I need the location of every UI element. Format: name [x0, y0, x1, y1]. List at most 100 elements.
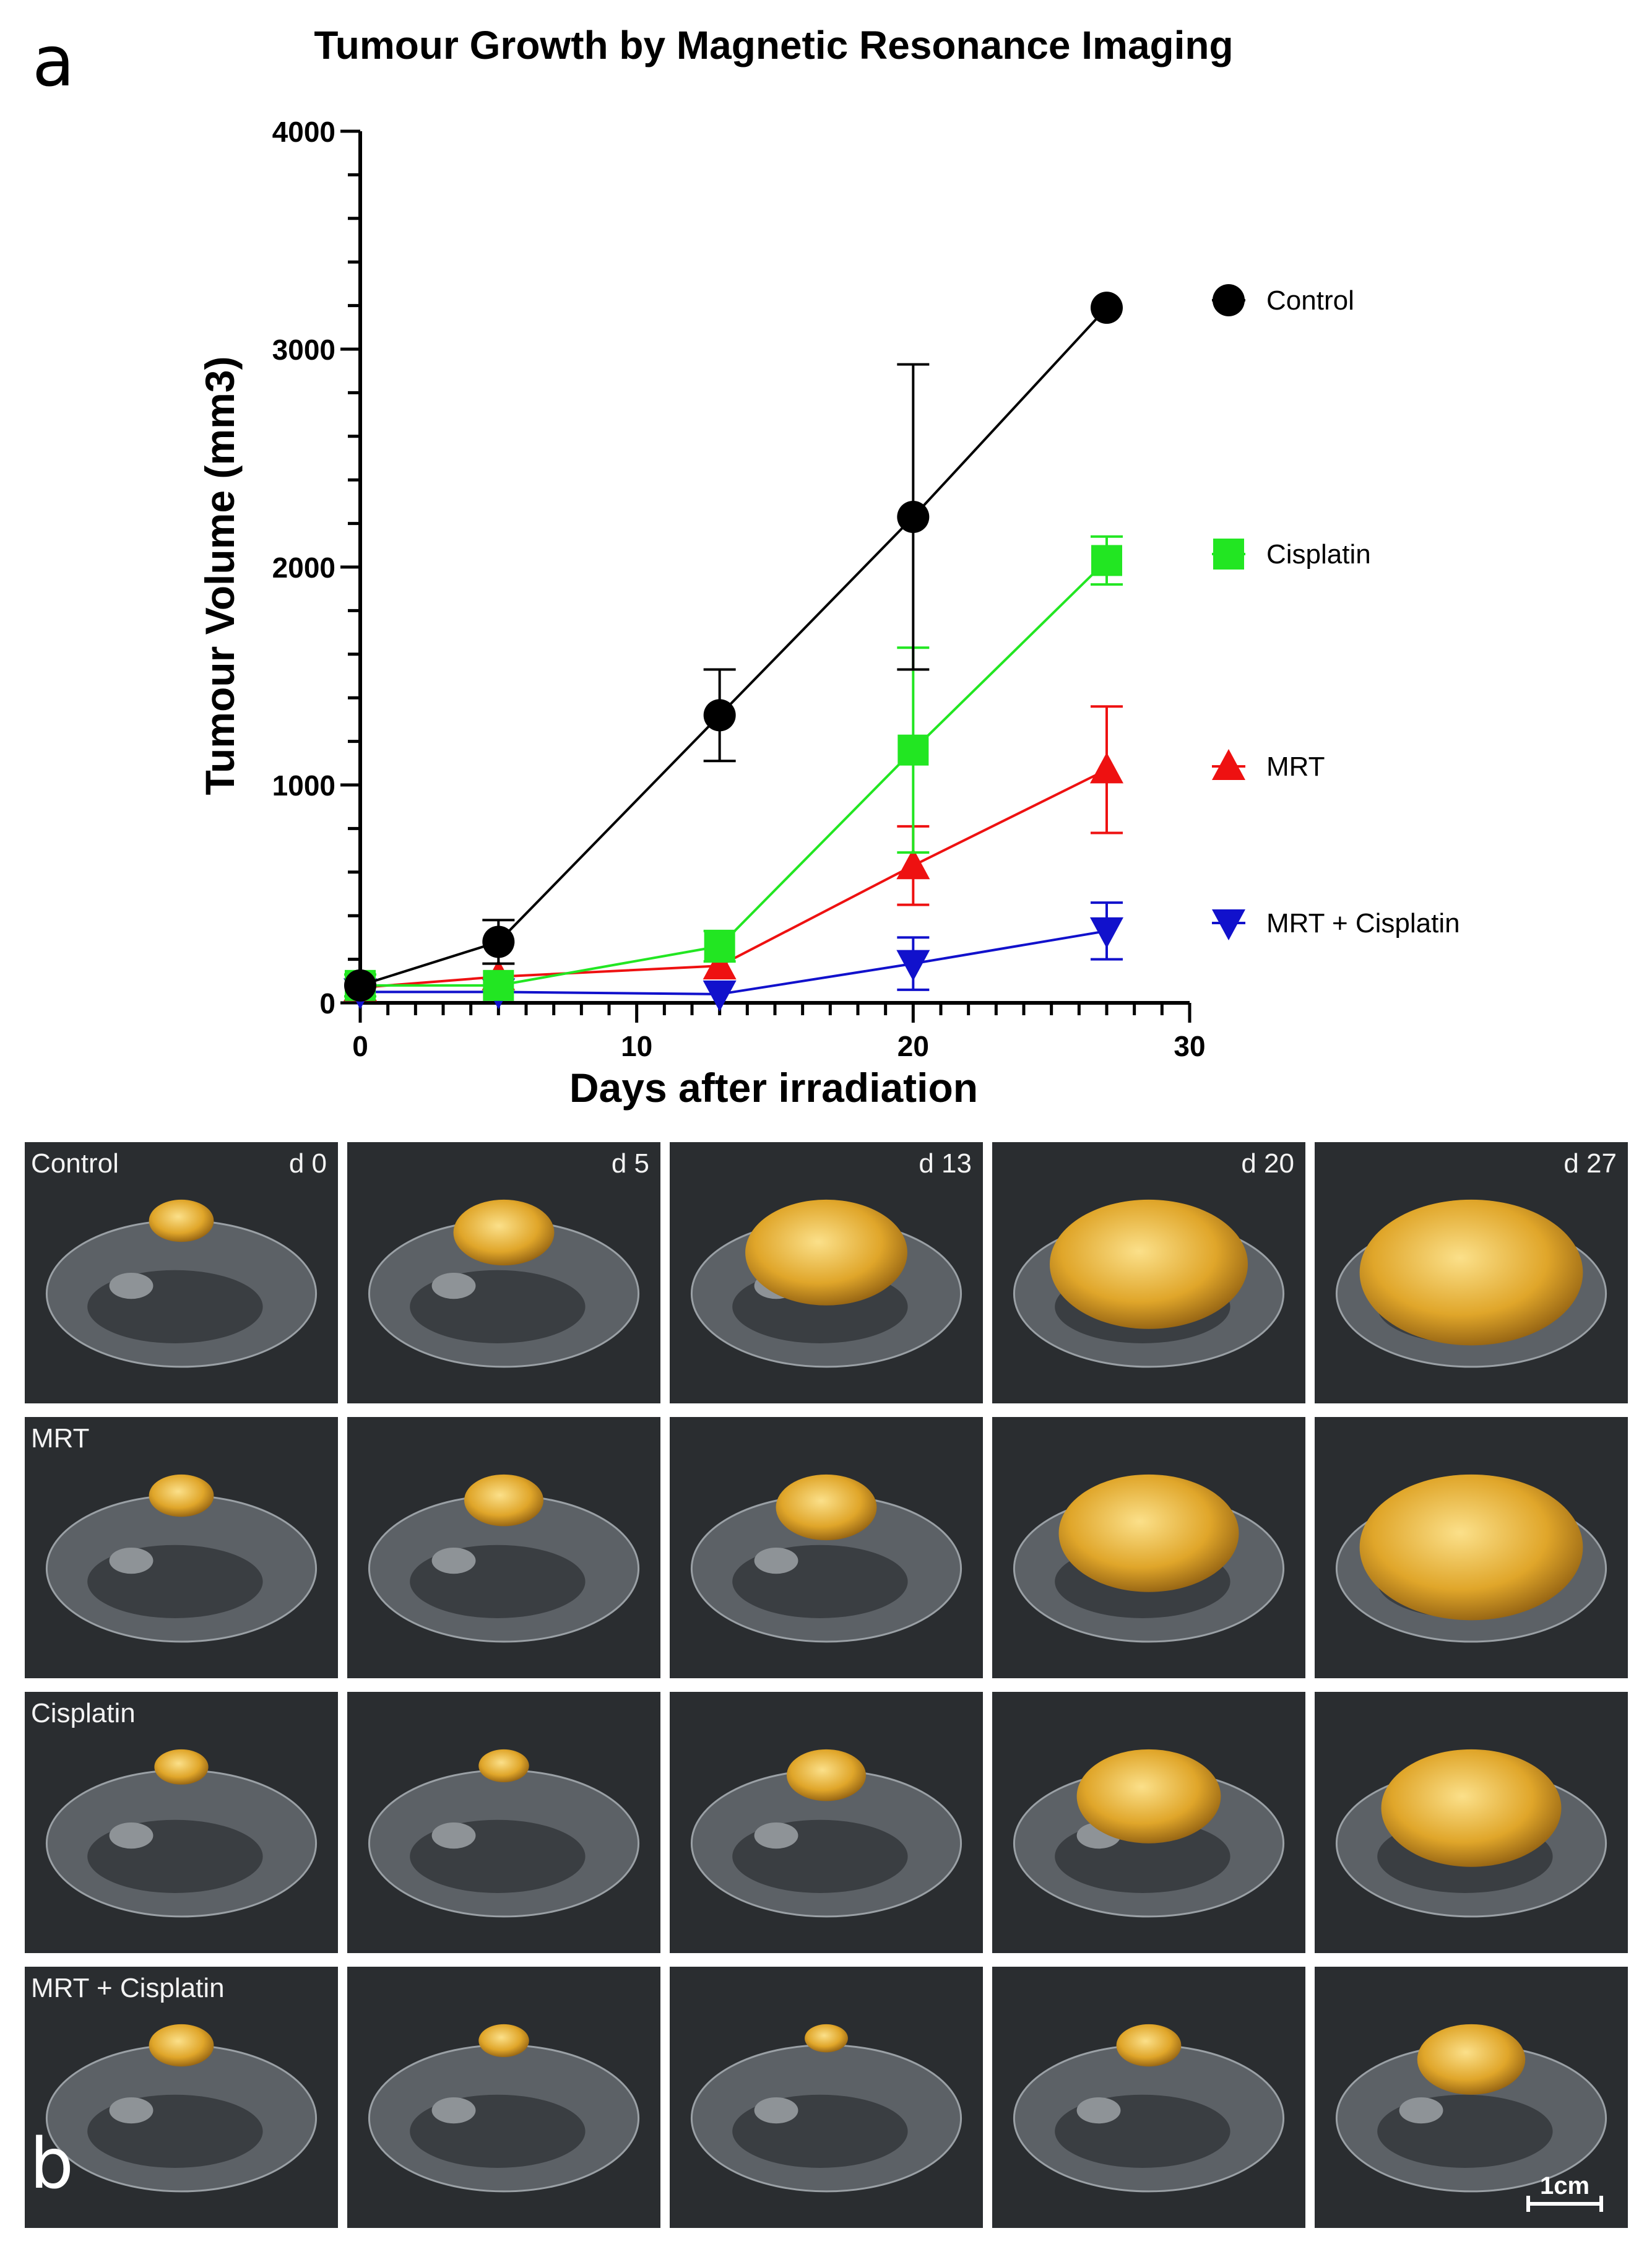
data-point	[703, 948, 737, 980]
data-point	[703, 980, 737, 1012]
mri-day-label: d 13	[919, 1148, 972, 1179]
mri-image: Cisplatin	[25, 1692, 338, 1953]
data-point	[897, 501, 930, 534]
mri-group-label: Control	[31, 1148, 119, 1179]
mri-slice	[45, 1474, 318, 1643]
tumour-rendering	[1116, 2024, 1182, 2067]
mri-slice	[1335, 1749, 1607, 1918]
mri-slice	[1335, 1199, 1607, 1368]
tissue-structure	[109, 1273, 154, 1299]
tumour-rendering	[149, 1474, 214, 1517]
tumour-rendering	[745, 1199, 907, 1306]
mri-image	[992, 1417, 1305, 1678]
chart-title: Tumour Growth by Magnetic Resonance Imag…	[314, 23, 1233, 67]
series-line	[360, 306, 1108, 987]
tissue-structure	[754, 2097, 798, 2124]
mri-image	[992, 1692, 1305, 1953]
tissue-structure	[1076, 2097, 1121, 2124]
legend-item: MRT + Cisplatin	[1212, 908, 1460, 940]
data-point	[1090, 917, 1123, 948]
mri-slice	[1335, 1474, 1607, 1643]
tumour-rendering	[1058, 1474, 1239, 1592]
tumour-rendering	[478, 1749, 529, 1783]
mri-slice	[368, 2024, 640, 2193]
mri-image	[347, 1692, 660, 1953]
data-point	[482, 925, 515, 958]
series-control	[344, 292, 1123, 1002]
panel-a-letter: a	[32, 22, 75, 102]
mri-slice	[690, 1749, 962, 1918]
tumour-rendering	[149, 1199, 214, 1242]
data-point	[1091, 292, 1123, 324]
tissue-structure	[109, 1548, 154, 1574]
tissue-structure	[754, 1822, 798, 1849]
legend-label: Control	[1266, 285, 1354, 316]
mri-group-label: MRT + Cisplatin	[31, 1973, 225, 2003]
mri-slice	[1013, 1749, 1285, 1918]
legend-item: MRT	[1212, 749, 1325, 782]
mri-slice	[45, 1749, 318, 1918]
data-point	[483, 969, 514, 1001]
y-axis-label: Tumour Volume (mm3)	[197, 357, 243, 795]
mri-slice	[1335, 2024, 1607, 2193]
x-tick-label: 0	[352, 1030, 368, 1062]
legend-item: Control	[1212, 284, 1354, 316]
mri-image	[1315, 1417, 1628, 1678]
tumour-rendering	[1359, 1199, 1583, 1346]
mri-image	[670, 1417, 983, 1678]
legend-item: Cisplatin	[1212, 539, 1371, 570]
mri-image: Control d 0	[25, 1142, 338, 1403]
mri-image: MRT + Cisplatin	[25, 1967, 338, 2228]
y-tick-label: 3000	[272, 334, 335, 366]
mri-day-label: d 27	[1563, 1148, 1617, 1179]
tissue-structure	[431, 1548, 476, 1574]
mri-image: d 27	[1315, 1142, 1628, 1403]
mri-slice	[1013, 1199, 1285, 1368]
tissue-structure	[431, 1822, 476, 1849]
scale-bar-label: 1cm	[1539, 2172, 1590, 2199]
mri-image: d 5	[347, 1142, 660, 1403]
tumour-rendering	[776, 1474, 877, 1541]
tumour-rendering	[154, 1749, 209, 1785]
tissue-structure	[431, 2097, 476, 2124]
mri-slice	[368, 1474, 640, 1643]
y-tick-label: 1000	[272, 769, 335, 802]
legend-label: Cisplatin	[1266, 539, 1371, 570]
mri-image: d 13	[670, 1142, 983, 1403]
mri-slice	[45, 2024, 318, 2193]
mri-slice	[690, 2024, 962, 2193]
mri-slice	[690, 1199, 962, 1368]
tumour-rendering	[149, 2024, 214, 2067]
tumour-growth-chart: Tumour Growth by Magnetic Resonance Imag…	[197, 23, 1460, 1111]
legend-marker	[1212, 909, 1245, 940]
chart-axes: 0 1000 2000 3000 4000 0 10 20 30	[272, 116, 1206, 1062]
mri-image	[347, 1417, 660, 1678]
series-line	[360, 560, 1108, 987]
y-tick-label: 0	[319, 987, 335, 1020]
chart-series	[344, 292, 1123, 1012]
tissue-structure	[109, 2097, 154, 2124]
mri-group-label: MRT	[31, 1423, 90, 1454]
mri-image-grid: Control d 0 d 5	[25, 1142, 1628, 2256]
scale-bar-line	[1526, 2196, 1603, 2212]
mri-slice	[368, 1199, 640, 1368]
tumour-rendering	[1049, 1199, 1248, 1329]
mri-image	[670, 1967, 983, 2228]
tissue-structure	[754, 1548, 798, 1574]
tissue-structure	[109, 1822, 154, 1849]
y-tick-label: 4000	[272, 116, 335, 148]
tumour-rendering	[464, 1474, 544, 1527]
mri-image	[670, 1692, 983, 1953]
data-point	[1090, 752, 1123, 784]
tumour-rendering	[805, 2024, 848, 2053]
data-point	[344, 969, 376, 1002]
tumour-rendering	[1417, 2024, 1526, 2095]
data-point	[896, 848, 930, 880]
tumour-rendering	[1381, 1749, 1562, 1867]
legend-label: MRT	[1266, 752, 1325, 782]
x-axis-label: Days after irradiation	[569, 1065, 978, 1111]
series-cisplatin	[344, 535, 1123, 1001]
data-point	[703, 699, 736, 732]
chart-legend: Control Cisplatin MRT MRT + Cisplatin	[1212, 284, 1460, 940]
scale-bar: 1cm	[1526, 2172, 1603, 2212]
